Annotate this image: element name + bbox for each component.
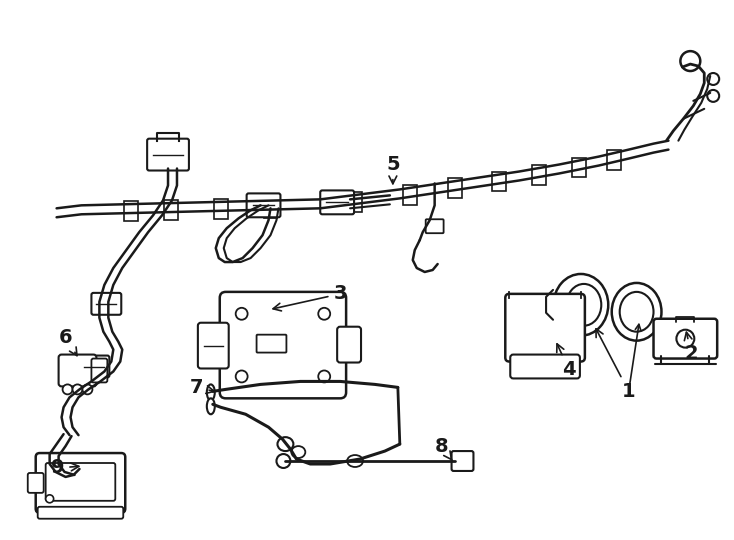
Text: 7: 7 xyxy=(190,378,214,397)
Bar xyxy=(607,150,621,170)
Circle shape xyxy=(46,495,54,503)
Ellipse shape xyxy=(277,437,294,451)
Circle shape xyxy=(319,370,330,382)
Bar xyxy=(572,158,586,178)
FancyBboxPatch shape xyxy=(59,355,96,387)
FancyBboxPatch shape xyxy=(92,359,107,382)
Circle shape xyxy=(277,454,291,468)
Ellipse shape xyxy=(207,384,215,400)
Bar xyxy=(493,172,506,191)
FancyBboxPatch shape xyxy=(451,451,473,471)
Bar xyxy=(164,200,178,220)
Bar xyxy=(532,165,546,185)
Circle shape xyxy=(677,330,694,348)
FancyBboxPatch shape xyxy=(36,453,126,513)
Text: 4: 4 xyxy=(557,344,575,379)
Ellipse shape xyxy=(611,283,661,341)
Circle shape xyxy=(708,73,719,85)
FancyBboxPatch shape xyxy=(505,294,585,361)
Text: 9: 9 xyxy=(51,458,79,477)
Ellipse shape xyxy=(82,384,92,394)
Ellipse shape xyxy=(619,292,653,332)
Circle shape xyxy=(236,308,247,320)
FancyBboxPatch shape xyxy=(426,219,443,233)
Ellipse shape xyxy=(62,384,73,394)
Circle shape xyxy=(236,370,247,382)
FancyBboxPatch shape xyxy=(337,327,361,362)
Circle shape xyxy=(319,308,330,320)
Bar xyxy=(348,192,362,212)
Bar xyxy=(124,201,138,221)
Text: 6: 6 xyxy=(59,328,77,356)
FancyBboxPatch shape xyxy=(46,463,115,501)
Text: 5: 5 xyxy=(386,155,400,184)
Ellipse shape xyxy=(567,284,601,326)
Ellipse shape xyxy=(207,399,215,414)
FancyBboxPatch shape xyxy=(28,473,43,493)
Ellipse shape xyxy=(291,446,305,458)
Bar xyxy=(448,178,462,198)
FancyBboxPatch shape xyxy=(510,355,580,379)
FancyBboxPatch shape xyxy=(198,323,229,368)
FancyBboxPatch shape xyxy=(147,139,189,171)
Text: 1: 1 xyxy=(596,329,636,401)
Circle shape xyxy=(680,51,700,71)
Text: 8: 8 xyxy=(435,436,452,461)
FancyBboxPatch shape xyxy=(37,507,123,519)
Text: 3: 3 xyxy=(273,285,347,311)
FancyBboxPatch shape xyxy=(320,191,354,214)
FancyBboxPatch shape xyxy=(79,355,109,377)
FancyBboxPatch shape xyxy=(247,193,280,217)
Bar xyxy=(264,198,277,218)
FancyBboxPatch shape xyxy=(653,319,717,359)
Bar xyxy=(214,199,228,219)
Circle shape xyxy=(708,90,719,102)
Ellipse shape xyxy=(73,384,82,394)
Ellipse shape xyxy=(553,274,608,336)
FancyBboxPatch shape xyxy=(219,292,346,399)
FancyBboxPatch shape xyxy=(257,335,286,353)
Ellipse shape xyxy=(347,455,363,467)
FancyBboxPatch shape xyxy=(92,293,121,315)
Text: 2: 2 xyxy=(684,332,698,363)
Bar xyxy=(403,185,417,205)
